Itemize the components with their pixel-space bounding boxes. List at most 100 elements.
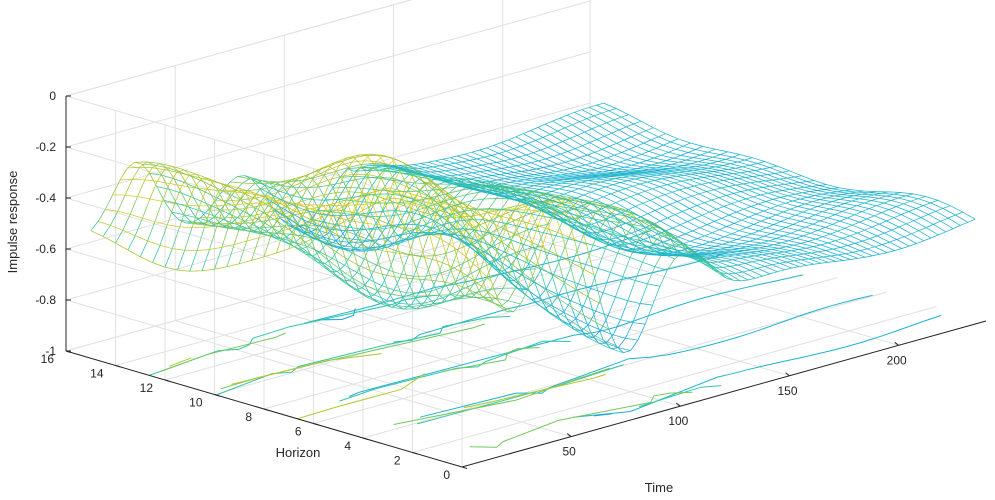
mesh-line [137, 179, 146, 197]
mesh-line [669, 201, 678, 205]
mesh-line [644, 164, 652, 168]
mesh-line [491, 235, 500, 247]
mesh-line [854, 240, 863, 244]
mesh-line [446, 197, 455, 209]
mesh-line [768, 238, 777, 242]
mesh-line [807, 214, 816, 219]
mesh-line [471, 151, 844, 261]
mesh-line [541, 172, 549, 174]
mesh-line [502, 182, 510, 185]
mesh-line [777, 269, 785, 273]
y-tick-label: 12 [140, 381, 154, 395]
mesh-line [332, 236, 341, 243]
mesh-line [780, 217, 789, 222]
mesh-line [766, 244, 774, 247]
mesh-line [689, 238, 698, 242]
mesh-line [229, 176, 238, 183]
mesh-line [802, 208, 811, 213]
mesh-line [590, 268, 599, 289]
mesh-line [298, 180, 307, 189]
y-tick-label: 10 [189, 396, 203, 410]
mesh-line [163, 200, 172, 213]
mesh-line [563, 191, 572, 195]
mesh-line [552, 208, 561, 217]
y-tick-label: 16 [41, 352, 55, 366]
mesh-line [593, 274, 602, 305]
mesh-line [733, 172, 741, 174]
mesh-line [171, 226, 181, 249]
mesh-line [822, 208, 830, 213]
mesh-line [770, 205, 779, 209]
mesh-line [849, 205, 858, 209]
mesh-line [587, 151, 595, 156]
mesh-line [473, 280, 482, 296]
mesh-line [453, 189, 462, 199]
mesh-line [721, 214, 730, 219]
mesh-line [472, 227, 481, 246]
contour-line [317, 308, 356, 321]
mesh-line [631, 162, 640, 166]
mesh-line [808, 257, 817, 260]
mesh-line [443, 183, 452, 189]
mesh-line [448, 186, 457, 194]
mesh-line [366, 195, 375, 217]
mesh-line [539, 266, 548, 291]
mesh-line [169, 171, 178, 184]
mesh-line [344, 176, 353, 188]
mesh-line [782, 170, 790, 173]
mesh-line [474, 207, 483, 218]
mesh-line [472, 209, 481, 217]
mesh-line [640, 181, 648, 185]
mesh-line [672, 224, 681, 229]
mesh-line [615, 199, 624, 204]
mesh-line [718, 260, 726, 263]
mesh-line [222, 181, 231, 191]
mesh-line [709, 239, 718, 243]
mesh-line [437, 170, 446, 172]
mesh-line [790, 229, 799, 234]
mesh-line [955, 211, 963, 216]
mesh-line [381, 274, 390, 295]
mesh-line [512, 189, 521, 197]
mesh-line [548, 235, 557, 254]
mesh-line [874, 244, 883, 248]
mesh-line [371, 220, 380, 242]
mesh-line [601, 231, 610, 240]
mesh-line [410, 173, 419, 189]
mesh-line [908, 243, 917, 247]
mesh-line [816, 256, 824, 259]
mesh-line [763, 233, 772, 237]
mesh-line [226, 244, 235, 267]
mesh-line [317, 211, 326, 229]
mesh-line [558, 186, 567, 190]
mesh-line [775, 190, 783, 193]
mesh-line [886, 217, 895, 222]
mesh-line [684, 230, 693, 235]
mesh-line [428, 299, 437, 307]
mesh-line [176, 169, 185, 173]
mesh-line [465, 215, 474, 231]
mesh-line [345, 239, 354, 247]
mesh-line [122, 214, 131, 231]
mesh-line [515, 133, 524, 138]
mesh-line [127, 235, 136, 251]
mesh-line [320, 240, 329, 260]
mesh-line [804, 201, 813, 205]
mesh-line [482, 220, 491, 238]
mesh-line [850, 258, 858, 260]
mesh-line [496, 251, 505, 260]
mesh-line [391, 203, 400, 226]
mesh-line [876, 202, 885, 207]
mesh-line [674, 180, 682, 184]
mesh-line [393, 274, 402, 291]
mesh-line [405, 164, 778, 273]
mesh-line [700, 151, 709, 156]
mesh-line [834, 211, 843, 215]
mesh-line [577, 164, 586, 168]
mesh-line [610, 347, 619, 350]
mesh-line [805, 223, 814, 228]
mesh-line [435, 160, 807, 266]
mesh-line [178, 219, 551, 277]
mesh-line [706, 221, 715, 225]
mesh-line [596, 102, 604, 106]
